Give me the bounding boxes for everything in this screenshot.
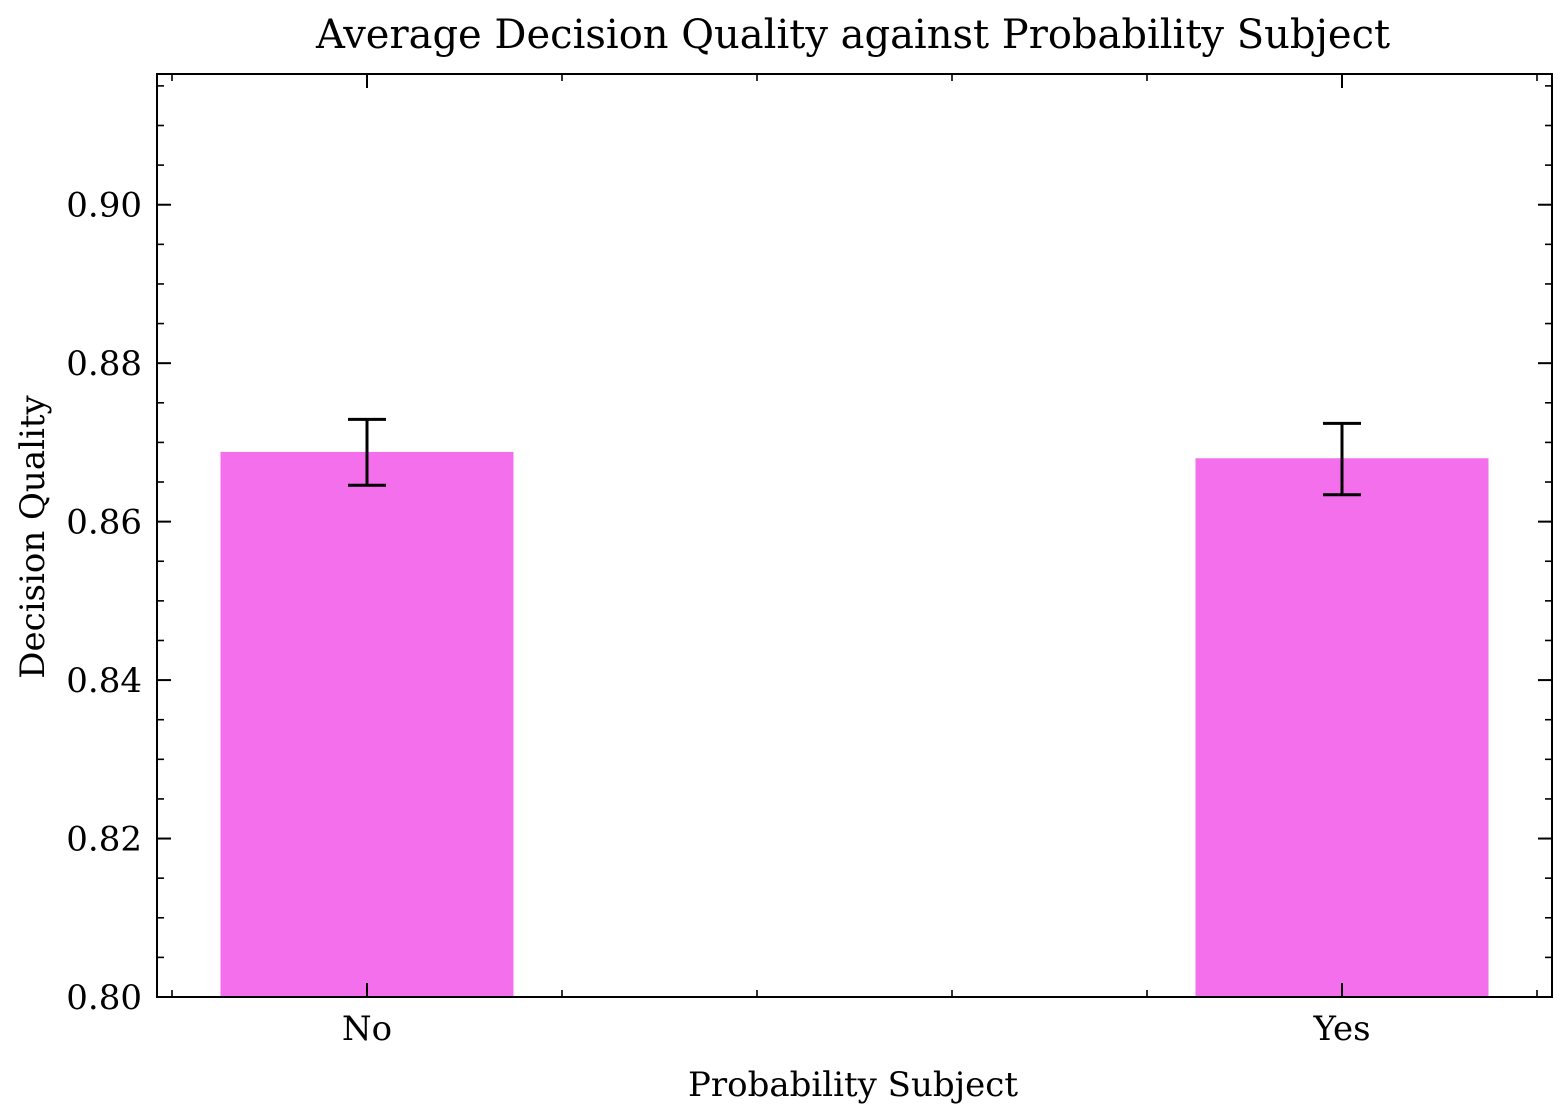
y-tick-label: 0.84 [66,661,142,701]
x-axis-label: Probability Subject [688,1065,1018,1105]
error-bar-no [348,417,386,487]
chart-title: Average Decision Quality against Probabi… [315,12,1390,58]
y-tick-label: 0.80 [66,978,142,1018]
y-axis-label: Decision Quality [13,394,53,678]
y-tick-label: 0.90 [66,186,142,226]
error-bar-yes [1323,421,1361,497]
bar-no [220,451,514,997]
x-tick-label: No [342,1009,392,1049]
plot-area [220,417,1489,998]
bar-yes [1195,458,1489,998]
x-tick-label: Yes [1312,1009,1370,1049]
axis-ticks: No Yes 0.80 0.82 0.84 0.86 0.88 0.90 [66,74,1552,1049]
plot-frame [156,73,1553,998]
y-tick-label: 0.88 [66,344,142,384]
y-tick-label: 0.82 [66,820,142,860]
y-tick-label: 0.86 [66,503,142,543]
